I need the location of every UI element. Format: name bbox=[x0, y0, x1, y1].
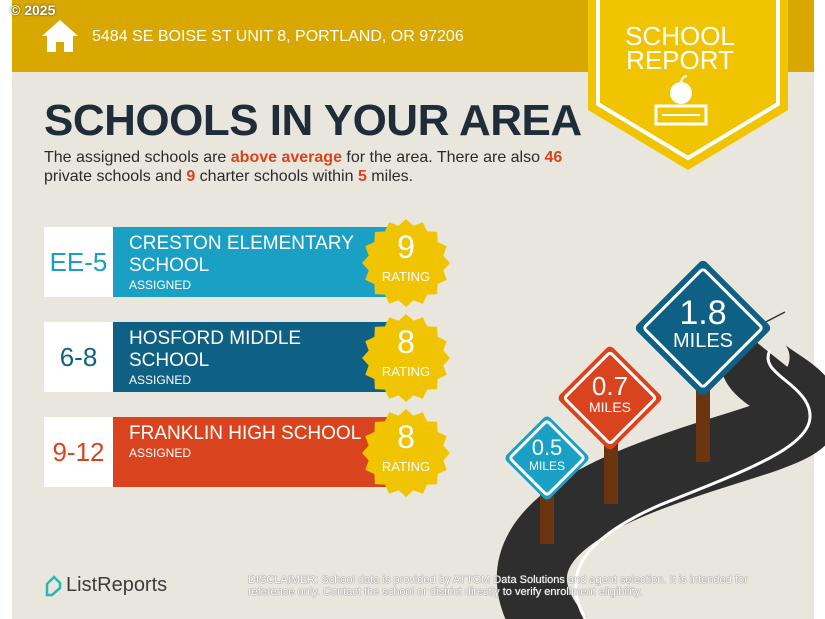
disclaimer: DISCLAIMER: School data is provided by A… bbox=[248, 574, 748, 598]
rating-badge: 9 RATING bbox=[362, 219, 450, 307]
school-name-bar: HOSFORD MIDDLE SCHOOL ASSIGNED bbox=[113, 322, 413, 392]
school-row[interactable]: 9-12 FRANKLIN HIGH SCHOOL ASSIGNED 8 RATIN… bbox=[44, 409, 464, 497]
house-icon bbox=[42, 20, 78, 52]
logo-text: ListReports bbox=[66, 574, 168, 596]
school-name: CRESTON ELEMENTARY SCHOOL bbox=[129, 233, 354, 276]
school-row[interactable]: EE-5 CRESTON ELEMENTARY SCHOOL ASSIGNED 9… bbox=[44, 219, 464, 307]
school-name-bar: CRESTON ELEMENTARY SCHOOL ASSIGNED bbox=[113, 227, 413, 297]
logo-icon bbox=[45, 574, 62, 596]
rating-label: RATING bbox=[381, 269, 431, 284]
rating-value: 8 bbox=[397, 419, 415, 455]
ribbon-line2: REPORT bbox=[626, 45, 734, 75]
rating-badge: 8 RATING bbox=[362, 314, 450, 402]
apple-books-icon bbox=[654, 75, 708, 126]
rating-label: RATING bbox=[381, 459, 431, 474]
distance-label: 0.5 MILES bbox=[528, 435, 565, 474]
rating-value: 8 bbox=[397, 324, 415, 360]
grade-range: 6-8 bbox=[44, 322, 113, 392]
school-status: ASSIGNED bbox=[129, 278, 192, 292]
ribbon-line1: SCHOOL bbox=[625, 21, 735, 51]
school-report-ribbon bbox=[588, 0, 788, 170]
ribbon-text: SCHOOL REPORT bbox=[600, 21, 760, 75]
distance-label: 1.8 MILES bbox=[672, 293, 734, 352]
school-name: HOSFORD MIDDLE SCHOOL bbox=[129, 328, 302, 371]
school-row[interactable]: 6-8 HOSFORD MIDDLE SCHOOL ASSIGNED 8 RATIN… bbox=[44, 314, 464, 402]
copyright: © 2025 bbox=[10, 2, 56, 18]
school-status: ASSIGNED bbox=[129, 446, 192, 460]
property-address: 5484 SE BOISE ST UNIT 8, PORTLAND, OR 97… bbox=[92, 28, 464, 45]
rating-badge: 8 RATING bbox=[362, 409, 450, 497]
listreports-logo: ListReports bbox=[44, 574, 167, 597]
grade-range: 9-12 bbox=[44, 417, 113, 487]
distance-sign bbox=[558, 346, 662, 450]
grade-range: EE-5 bbox=[44, 227, 113, 297]
school-status: ASSIGNED bbox=[129, 373, 192, 387]
summary-text: The assigned schools are above average f… bbox=[44, 149, 563, 185]
rating-label: RATING bbox=[381, 364, 431, 379]
distance-sign bbox=[635, 260, 771, 396]
distance-sign bbox=[505, 416, 589, 500]
page-title: SCHOOLS IN YOUR AREA bbox=[44, 96, 582, 145]
school-name: FRANKLIN HIGH SCHOOL bbox=[129, 423, 362, 444]
distance-label: 0.7 MILES bbox=[588, 371, 631, 416]
rating-value: 9 bbox=[397, 229, 415, 265]
